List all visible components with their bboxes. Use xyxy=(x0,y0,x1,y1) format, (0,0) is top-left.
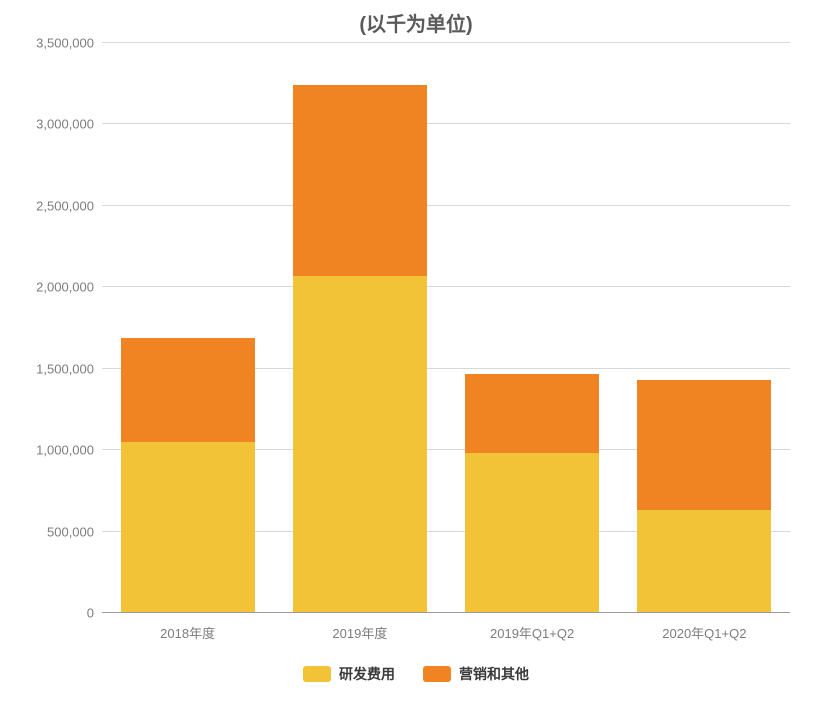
bar-segment-sales xyxy=(637,380,771,510)
y-tick-label: 1,000,000 xyxy=(36,443,102,458)
bar-segment-rd xyxy=(293,276,427,613)
x-tick-label: 2020年Q1+Q2 xyxy=(618,613,790,642)
stacked-bar xyxy=(465,43,599,613)
bar-slot xyxy=(446,43,618,613)
y-tick-label: 3,500,000 xyxy=(36,36,102,51)
x-axis-ticks: 2018年度2019年度2019年Q1+Q22020年Q1+Q2 xyxy=(102,613,790,642)
stacked-bar xyxy=(293,43,427,613)
bar-segment-sales xyxy=(465,374,599,454)
bar-segment-rd xyxy=(465,453,599,613)
plot-inner: 0500,0001,000,0001,500,0002,000,0002,500… xyxy=(102,43,790,613)
x-tick-label: 2019年Q1+Q2 xyxy=(446,613,618,642)
y-tick-label: 1,500,000 xyxy=(36,361,102,376)
y-tick-label: 0 xyxy=(87,606,102,621)
legend-swatch xyxy=(423,666,451,682)
bar-segment-rd xyxy=(121,442,255,613)
chart: (以千为单位) 0500,0001,000,0001,500,0002,000,… xyxy=(0,0,832,704)
bar-segment-sales xyxy=(121,338,255,442)
bar-slot xyxy=(618,43,790,613)
y-tick-label: 500,000 xyxy=(47,524,102,539)
legend-item: 研发费用 xyxy=(303,664,395,684)
y-tick-label: 3,000,000 xyxy=(36,117,102,132)
bars-container xyxy=(102,43,790,613)
legend-label: 研发费用 xyxy=(339,664,395,684)
x-tick-label: 2019年度 xyxy=(273,613,445,642)
stacked-bar xyxy=(637,43,771,613)
legend-label: 营销和其他 xyxy=(459,664,529,684)
stacked-bar xyxy=(121,43,255,613)
bar-segment-sales xyxy=(293,85,427,276)
y-tick-label: 2,500,000 xyxy=(36,198,102,213)
bar-slot xyxy=(274,43,446,613)
legend-swatch xyxy=(303,666,331,682)
legend-item: 营销和其他 xyxy=(423,664,529,684)
bar-slot xyxy=(102,43,274,613)
x-tick-label: 2018年度 xyxy=(102,613,273,642)
y-tick-label: 2,000,000 xyxy=(36,280,102,295)
chart-title: (以千为单位) xyxy=(20,8,812,37)
plot-area: 0500,0001,000,0001,500,0002,000,0002,500… xyxy=(102,43,790,613)
legend: 研发费用 营销和其他 xyxy=(20,664,812,684)
bar-segment-rd xyxy=(637,510,771,613)
